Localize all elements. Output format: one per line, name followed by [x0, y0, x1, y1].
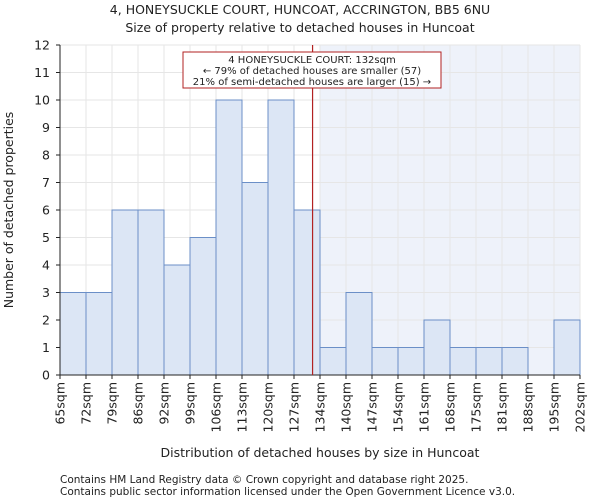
bar-181sqm: [501, 347, 529, 376]
bar-79sqm: [111, 209, 139, 376]
x-tick-label-168sqm: 168sqm: [443, 382, 458, 432]
bar-154sqm: [397, 347, 425, 376]
x-tick-label-134sqm: 134sqm: [313, 382, 328, 432]
x-tick-label-86sqm: 86sqm: [131, 382, 146, 425]
y-tick-label-10: 10: [34, 93, 50, 108]
footer-line-1: Contains HM Land Registry data © Crown c…: [60, 474, 468, 486]
x-tick-label-72sqm: 72sqm: [79, 382, 94, 425]
x-tick-label-147sqm: 147sqm: [365, 382, 380, 432]
footer-line-2: Contains public sector information licen…: [60, 486, 515, 498]
y-tick-label-11: 11: [34, 65, 50, 80]
bar-72sqm: [85, 292, 113, 376]
bar-86sqm: [137, 209, 165, 376]
bar-99sqm: [189, 237, 217, 376]
bar-134sqm: [319, 347, 347, 376]
y-axis-label: Number of detached properties: [1, 112, 16, 309]
chart-title: 4, HONEYSUCKLE COURT, HUNCOAT, ACCRINGTO…: [110, 2, 490, 17]
x-tick-label-188sqm: 188sqm: [521, 382, 536, 432]
x-tick-label-140sqm: 140sqm: [339, 382, 354, 432]
y-tick-label-1: 1: [42, 340, 50, 355]
bar-168sqm: [449, 347, 477, 376]
x-tick-label-65sqm: 65sqm: [53, 382, 68, 425]
bar-127sqm: [293, 209, 321, 376]
x-tick-label-175sqm: 175sqm: [469, 382, 484, 432]
x-tick-label-92sqm: 92sqm: [157, 382, 172, 425]
bar-147sqm: [371, 347, 399, 376]
y-tick-label-2: 2: [42, 313, 50, 328]
bar-106sqm: [215, 99, 243, 376]
y-tick-label-8: 8: [42, 148, 50, 163]
x-tick-label-79sqm: 79sqm: [105, 382, 120, 425]
annotation-border: [182, 51, 442, 89]
bar-92sqm: [163, 264, 191, 376]
annotation-line-1: 4 HONEYSUCKLE COURT: 132sqm: [228, 55, 395, 66]
x-tick-label-195sqm: 195sqm: [547, 382, 562, 432]
annotation-box: 4 HONEYSUCKLE COURT: 132sqm ← 79% of det…: [182, 51, 442, 89]
bar-113sqm: [241, 182, 269, 376]
x-axis-label: Distribution of detached houses by size …: [161, 445, 480, 460]
x-tick-labels: 65sqm 72sqm 79sqm 86sqm 92sqm 99sqm 106sqm 113s…: [53, 375, 588, 432]
x-tick-label-113sqm: 113sqm: [235, 382, 250, 432]
bar-120sqm: [267, 99, 295, 376]
x-tick-label-106sqm: 106sqm: [209, 382, 224, 432]
bar-65sqm: [59, 292, 87, 376]
y-tick-label-3: 3: [42, 285, 50, 300]
bar-161sqm: [423, 319, 451, 376]
x-tick-label-154sqm: 154sqm: [391, 382, 406, 432]
y-tick-label-4: 4: [42, 258, 50, 273]
x-tick-label-120sqm: 120sqm: [261, 382, 276, 432]
y-tick-label-0: 0: [42, 368, 50, 383]
bar-140sqm: [345, 292, 373, 376]
y-tick-label-6: 6: [42, 203, 50, 218]
x-tick-label-202sqm: 202sqm: [573, 382, 588, 432]
x-tick-label-161sqm: 161sqm: [417, 382, 432, 432]
x-tick-label-181sqm: 181sqm: [495, 382, 510, 432]
x-tick-label-127sqm: 127sqm: [287, 382, 302, 432]
bar-195sqm: [553, 319, 581, 376]
chart-subtitle: Size of property relative to detached ho…: [125, 20, 474, 35]
y-tick-label-7: 7: [42, 175, 50, 190]
annotation-line-2: ← 79% of detached houses are smaller (57…: [203, 66, 421, 77]
y-tick-label-12: 12: [34, 38, 50, 53]
y-tick-label-5: 5: [42, 230, 50, 245]
y-tick-label-9: 9: [42, 120, 50, 135]
bar-175sqm: [475, 347, 503, 376]
annotation-line-3: 21% of semi-detached houses are larger (…: [193, 77, 431, 88]
x-tick-label-99sqm: 99sqm: [183, 382, 198, 425]
